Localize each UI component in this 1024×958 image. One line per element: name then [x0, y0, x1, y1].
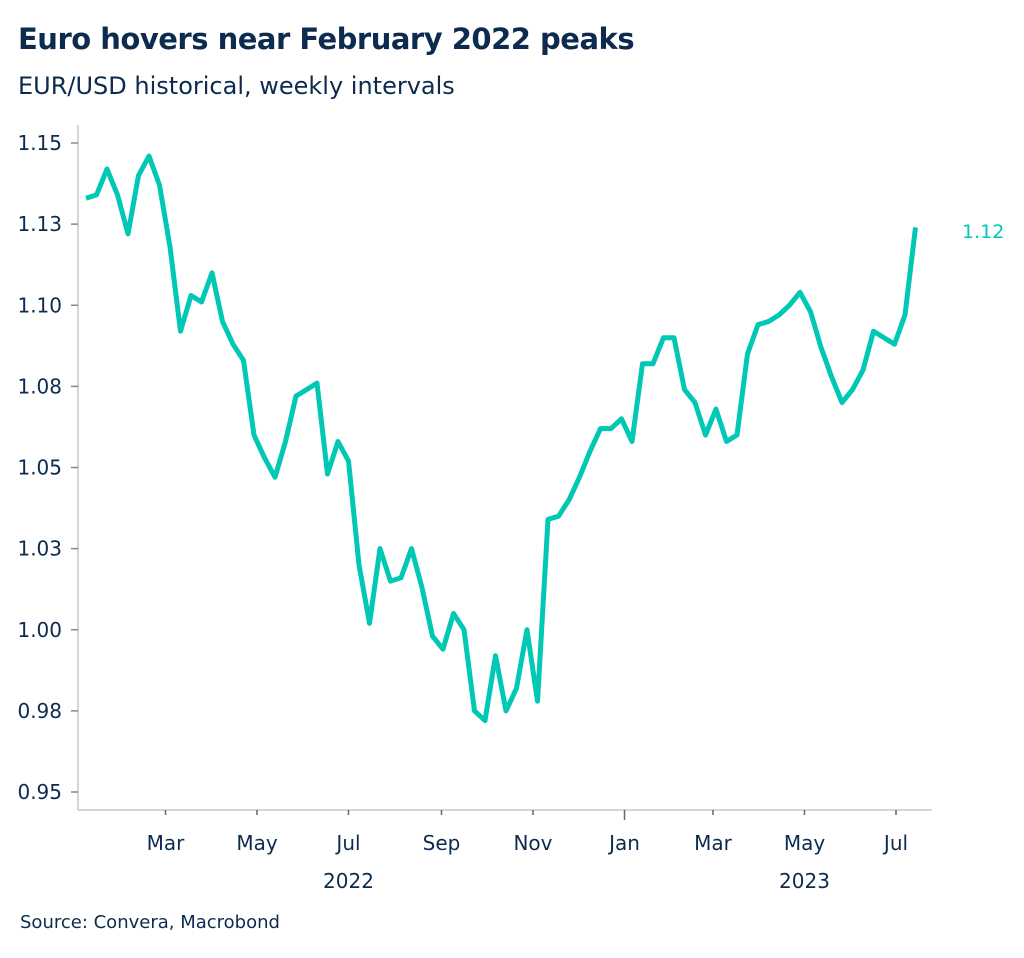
y-tick-label: 1.15	[17, 131, 62, 155]
x-tick-label: Jul	[334, 831, 360, 855]
y-tick-label: 1.13	[17, 212, 62, 236]
y-tick-label: 1.08	[17, 374, 62, 398]
x-tick-label: May	[784, 831, 826, 855]
y-tick-label: 0.95	[17, 780, 62, 804]
chart-title: Euro hovers near February 2022 peaks	[18, 22, 635, 56]
x-tick-label: Sep	[423, 831, 461, 855]
y-tick-label: 1.10	[17, 293, 62, 317]
x-tick-label: Jul	[882, 831, 908, 855]
x-tick-label: Nov	[513, 831, 552, 855]
x-tick-label: Mar	[147, 831, 186, 855]
y-tick-label: 1.05	[17, 456, 62, 480]
chart-subtitle: EUR/USD historical, weekly intervals	[18, 72, 455, 100]
y-tick-label: 1.00	[17, 618, 62, 642]
last-value-label: 1.12	[962, 221, 1004, 243]
x-year-label: 2023	[779, 869, 830, 893]
eurusd-series-line	[85, 153, 918, 724]
x-tick-label: Mar	[694, 831, 733, 855]
x-year-label: 2022	[323, 869, 374, 893]
y-tick-label: 1.03	[17, 537, 62, 561]
x-tick-label: May	[236, 831, 278, 855]
source-note: Source: Convera, Macrobond	[20, 912, 280, 933]
x-tick-label: Jan	[607, 831, 640, 855]
y-tick-label: 0.98	[17, 699, 62, 723]
